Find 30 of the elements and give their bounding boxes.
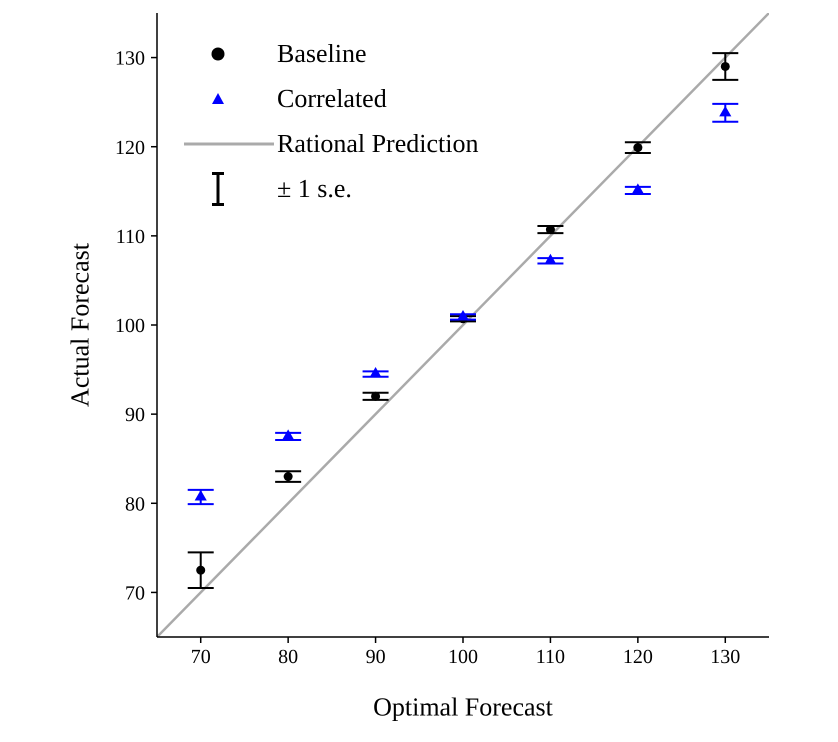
- point: [456, 310, 470, 320]
- x-tick-label: 120: [622, 646, 653, 668]
- point: [632, 183, 644, 194]
- y-tick-label: 100: [115, 315, 145, 338]
- x-tick-label: 100: [448, 646, 478, 668]
- point: [284, 472, 293, 482]
- point: [282, 429, 294, 440]
- legend-label: Correlated: [277, 84, 387, 114]
- point: [371, 392, 380, 401]
- legend-label: Baseline: [277, 38, 367, 68]
- x-tick-label: 80: [278, 646, 298, 668]
- point: [719, 106, 732, 116]
- annotation: ± 1 s.e.: [277, 174, 352, 204]
- point: [194, 490, 207, 501]
- legend-label: Rational Prediction: [277, 128, 478, 158]
- x-tick-label: 110: [536, 646, 566, 668]
- y-tick-label: 130: [115, 48, 145, 70]
- x-axis-title: Optimal Forecast: [373, 692, 554, 722]
- y-tick-label: 80: [125, 493, 145, 516]
- x-tick-label: 70: [190, 646, 211, 668]
- point: [633, 143, 642, 152]
- y-axis-title: Actual Forecast: [66, 242, 94, 407]
- y-tick-label: 70: [125, 582, 145, 605]
- y-tick-label: 90: [125, 404, 145, 426]
- y-tick-label: 120: [115, 136, 145, 159]
- point: [196, 566, 206, 575]
- point: [720, 62, 730, 71]
- y-tick-label: 110: [116, 226, 145, 248]
- x-tick-label: 130: [710, 646, 740, 668]
- x-tick-label: 90: [366, 646, 386, 668]
